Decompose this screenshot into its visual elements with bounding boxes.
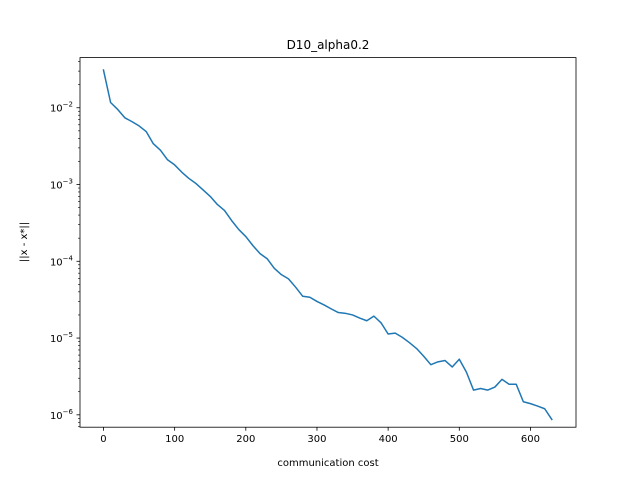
y-tick-label: 10−5 (50, 331, 73, 345)
y-tick-label: 10−3 (50, 178, 73, 192)
y-axis-label: ||x - x*|| (19, 222, 30, 262)
x-axis-label: communication cost (277, 458, 378, 469)
x-tick-label: 100 (165, 434, 184, 445)
chart-title: D10_alpha0.2 (287, 38, 370, 52)
x-tick-label: 300 (307, 434, 326, 445)
x-tick-label: 200 (236, 434, 255, 445)
y-tick-label: 10−6 (50, 408, 74, 422)
x-tick-label: 500 (450, 434, 469, 445)
x-tick-label: 400 (379, 434, 398, 445)
ticks-layer: 0 100 200 300 400 500 600 10−6 10−5 10−4 10−3 10−2 (50, 61, 540, 445)
series-layer (102, 69, 553, 421)
x-tick-label: 0 (100, 434, 106, 445)
y-tick-label: 10−4 (50, 254, 74, 268)
series-line (102, 69, 553, 421)
plot-frame (79, 57, 577, 428)
x-tick-label: 600 (521, 434, 540, 445)
y-tick-label: 10−2 (50, 101, 73, 115)
